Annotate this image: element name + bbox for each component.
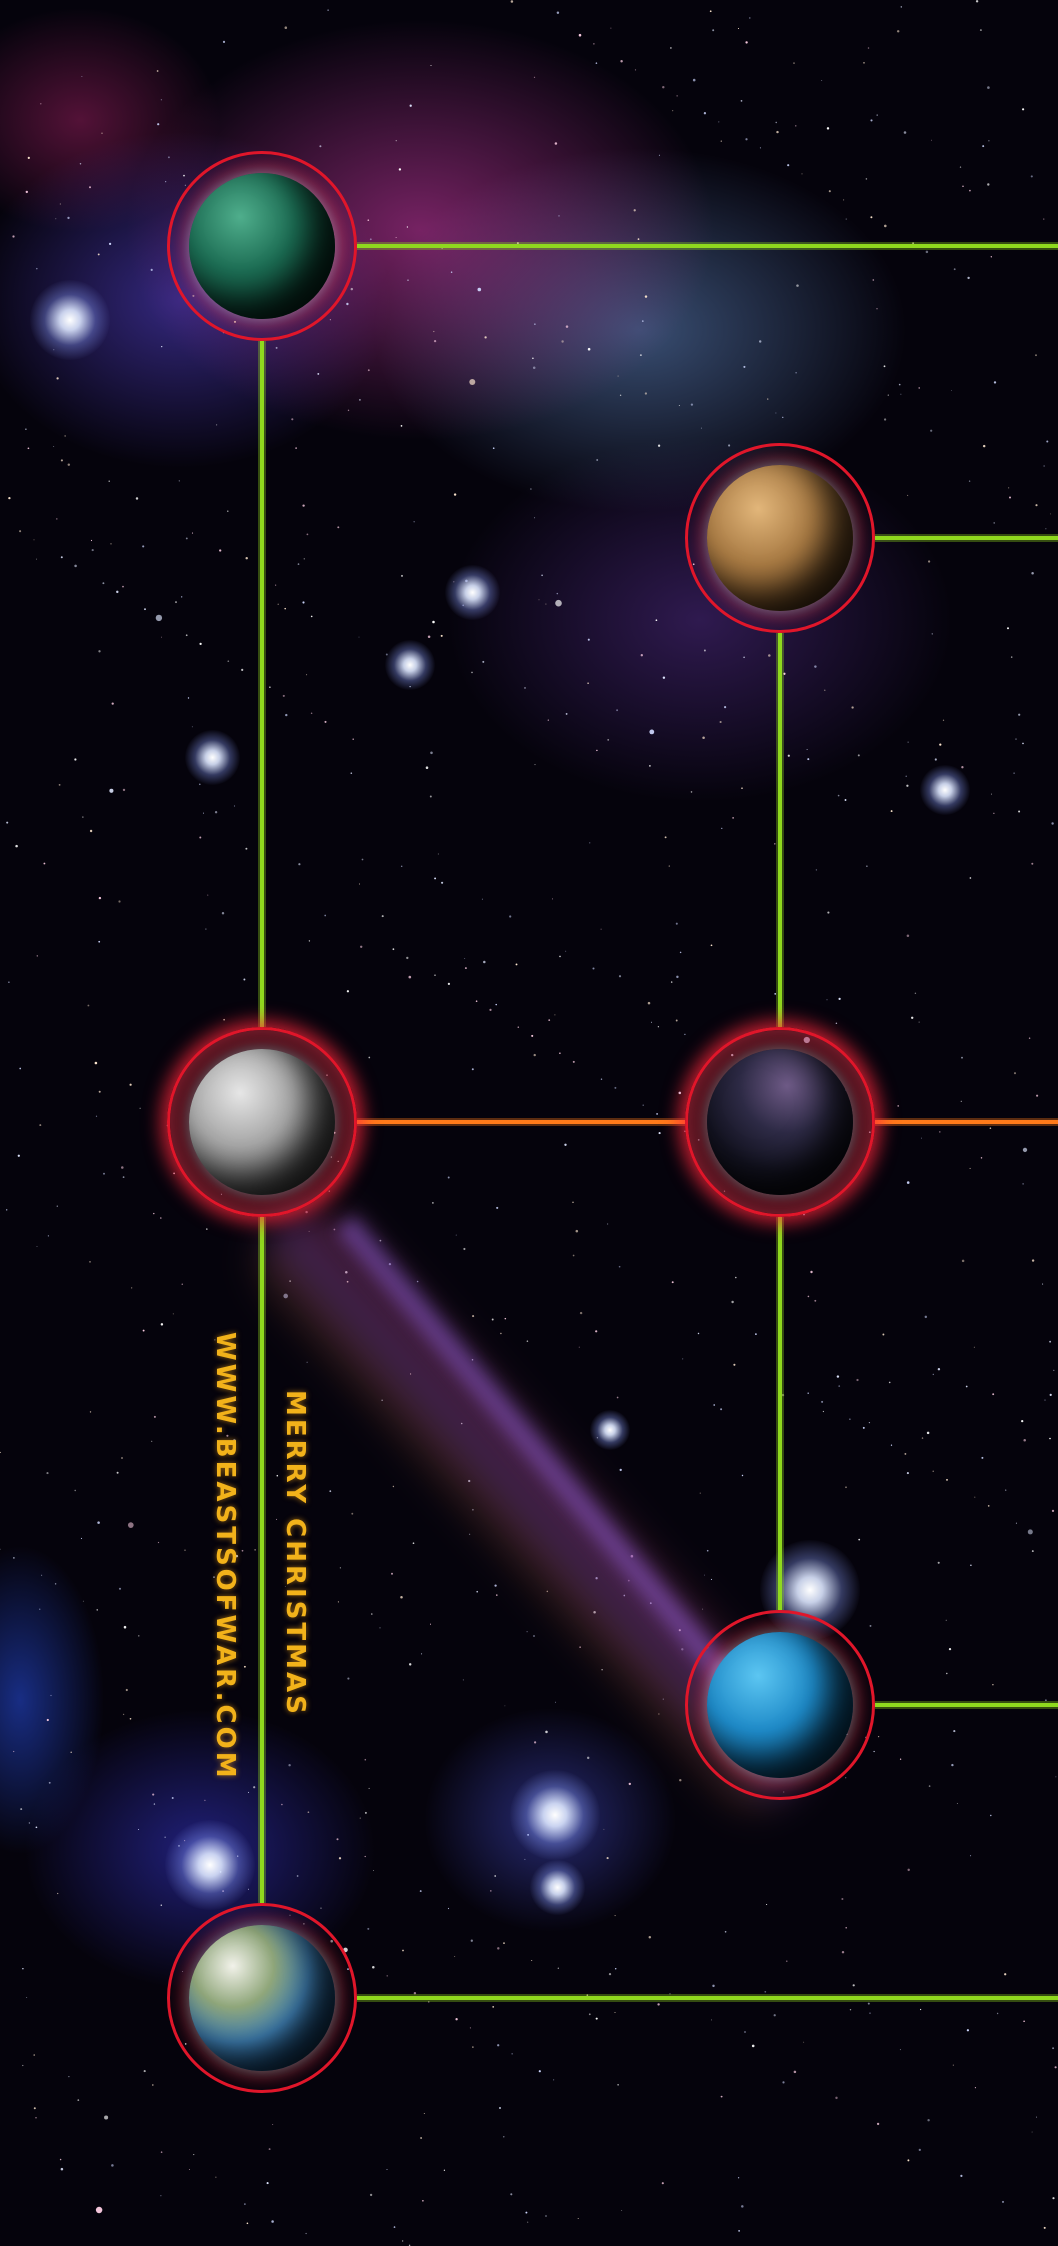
planet-node-dark[interactable] [685,1027,875,1217]
bright-star [185,730,240,785]
bright-star [385,640,435,690]
bright-star [165,1820,255,1910]
bright-star [30,280,110,360]
planet-node-earth[interactable] [167,1903,357,2093]
green-planet-icon [189,173,335,319]
planet-node-desert[interactable] [685,443,875,633]
planet-node-grey[interactable] [167,1027,357,1217]
website-text: WWW.BEASTSOFWAR.COM [210,1332,240,1781]
dark-planet-icon [707,1049,853,1195]
planet-node-green[interactable] [167,151,357,341]
planet-node-blue[interactable] [685,1610,875,1800]
grey-planet-icon [189,1049,335,1195]
bright-star [530,1860,585,1915]
bright-star [510,1770,600,1860]
bright-star [920,765,970,815]
blue-planet-icon [707,1632,853,1778]
bright-star [590,1410,630,1450]
greeting-text: MERRY CHRISTMAS [280,1390,310,1717]
bright-star [445,565,500,620]
earth-planet-icon [189,1925,335,2071]
desert-planet-icon [707,465,853,611]
